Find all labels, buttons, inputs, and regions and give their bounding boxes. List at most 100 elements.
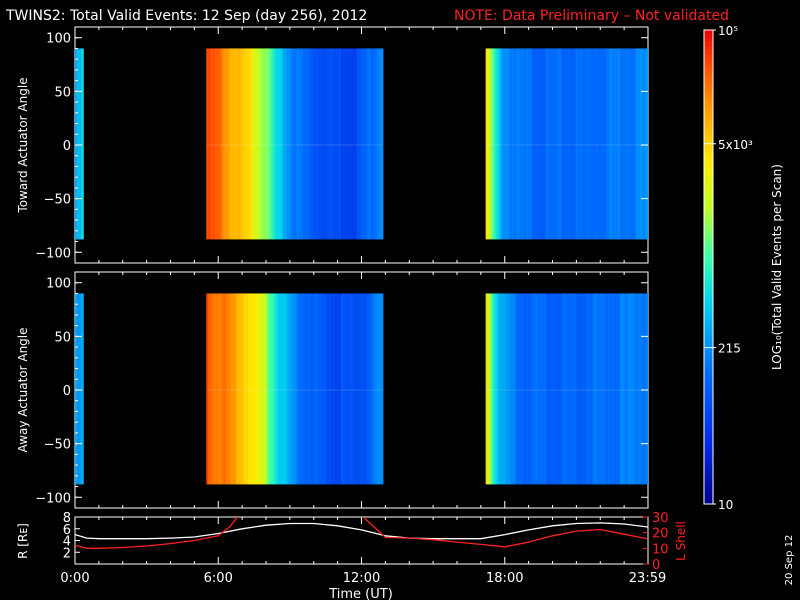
heatmap-cell <box>491 48 495 240</box>
heatmap-cell <box>603 48 607 240</box>
heatmap-cell <box>270 48 273 240</box>
heatmap-cell <box>274 293 277 485</box>
colorbar-swatch <box>704 353 713 359</box>
heatmap-cell <box>513 48 517 240</box>
heatmap-cell <box>264 293 267 485</box>
heatmap-cell <box>300 48 304 240</box>
colorbar-swatch <box>704 73 713 78</box>
colorbar-swatch <box>704 255 713 260</box>
colorbar-swatch <box>704 405 713 410</box>
heatmap-cell <box>276 48 279 240</box>
heatmap-cell <box>336 293 340 485</box>
heatmap-cell <box>362 293 366 485</box>
heatmap-cell <box>224 48 227 240</box>
colorbar-swatch <box>704 57 713 63</box>
colorbar-label: LOG₁₀(Total Valid Events per Scan) <box>770 164 784 370</box>
heatmap-cell <box>280 48 284 240</box>
colorbar-swatch <box>704 69 713 74</box>
heatmap-cell <box>581 48 585 240</box>
heatmap-cell <box>354 48 358 240</box>
zero-angle-band <box>206 389 383 391</box>
heatmap-cell <box>557 48 561 240</box>
colorbar-swatch <box>704 37 713 43</box>
heatmap-cell <box>330 48 334 240</box>
heatmap-cell <box>617 48 621 240</box>
colorbar-swatch <box>704 128 713 134</box>
heatmap-cell <box>633 48 637 240</box>
colorbar-swatch <box>704 413 713 418</box>
colorbar-swatch <box>704 195 713 201</box>
colorbar-swatch <box>704 476 713 481</box>
heatmap-cell <box>310 48 314 240</box>
heatmap-cell <box>236 48 239 240</box>
colorbar-swatch <box>704 30 713 35</box>
colorbar-tick-label: 5x10³ <box>718 138 753 152</box>
heatmap-cell <box>242 48 245 240</box>
heatmap-cell <box>541 48 545 240</box>
heatmap-cell <box>75 48 78 240</box>
heatmap-cell <box>214 48 217 240</box>
heatmap-cell <box>334 48 338 240</box>
heatmap-cell <box>539 48 543 240</box>
heatmap-cell <box>246 293 249 485</box>
heatmap-cell <box>639 293 643 485</box>
x-tick-label: 18:00 <box>486 571 523 586</box>
heatmap-cell <box>629 48 633 240</box>
x-tick-label: 6:00 <box>204 571 233 586</box>
heatmap-cell <box>234 293 237 485</box>
heatmap-cell <box>507 293 511 485</box>
colorbar-swatch <box>704 428 713 434</box>
colorbar-swatch <box>704 397 713 402</box>
heatmap-cell <box>302 48 306 240</box>
heatmap-cell <box>495 48 499 240</box>
heatmap-cell <box>338 293 342 485</box>
heatmap-cell <box>591 293 595 485</box>
colorbar-swatch <box>704 53 713 59</box>
heatmap-cell <box>515 48 519 240</box>
colorbar-swatch <box>704 176 713 181</box>
heatmap-cell <box>364 48 368 240</box>
heatmap-cell <box>260 293 263 485</box>
y-tick-label: 0 <box>63 139 71 154</box>
heatmap-cell <box>619 48 623 240</box>
heatmap-cell <box>314 48 318 240</box>
heatmap-cell <box>555 48 559 240</box>
colorbar-swatch <box>704 480 713 485</box>
heatmap-cell <box>577 48 581 240</box>
colorbar-swatch <box>704 326 713 331</box>
heatmap-cell <box>611 48 615 240</box>
heatmap-cell <box>258 293 261 485</box>
colorbar-swatch <box>704 369 713 375</box>
colorbar-swatch <box>704 223 713 228</box>
heatmap-cell <box>599 293 603 485</box>
colorbar-swatch <box>704 484 713 489</box>
colorbar-swatch <box>704 310 713 315</box>
heatmap-cell <box>276 293 279 485</box>
heatmap-cell <box>238 293 241 485</box>
y-tick-label: 100 <box>46 277 71 292</box>
heatmap-cell <box>284 48 288 240</box>
x-axis-title: Time (UT) <box>328 587 393 600</box>
colorbar-swatch <box>704 274 713 280</box>
orbit-right-ylabel: L Shell <box>674 521 688 561</box>
heatmap-cell <box>288 48 292 240</box>
heatmap-cell <box>545 48 549 240</box>
heatmap-cell <box>589 293 593 485</box>
heatmap-cell <box>595 293 599 485</box>
heatmap-cell <box>607 48 611 240</box>
heatmap-cell <box>344 48 348 240</box>
orbit-right-tick-label: 0 <box>652 558 660 573</box>
heatmap-cell <box>292 48 296 240</box>
heatmap-cell <box>551 293 555 485</box>
heatmap-cell <box>248 48 251 240</box>
heatmap-cell <box>523 48 527 240</box>
heatmap-cell <box>557 293 561 485</box>
heatmap-cell <box>288 293 292 485</box>
heatmap-cell <box>485 48 489 240</box>
heatmap-cell <box>553 293 557 485</box>
y-tick-label: −100 <box>35 491 71 506</box>
heatmap-cell <box>372 48 376 240</box>
orbit-left-ylabel: R [Rᴇ] <box>16 523 30 559</box>
colorbar-swatch <box>704 460 713 465</box>
colorbar-swatch <box>704 219 713 225</box>
